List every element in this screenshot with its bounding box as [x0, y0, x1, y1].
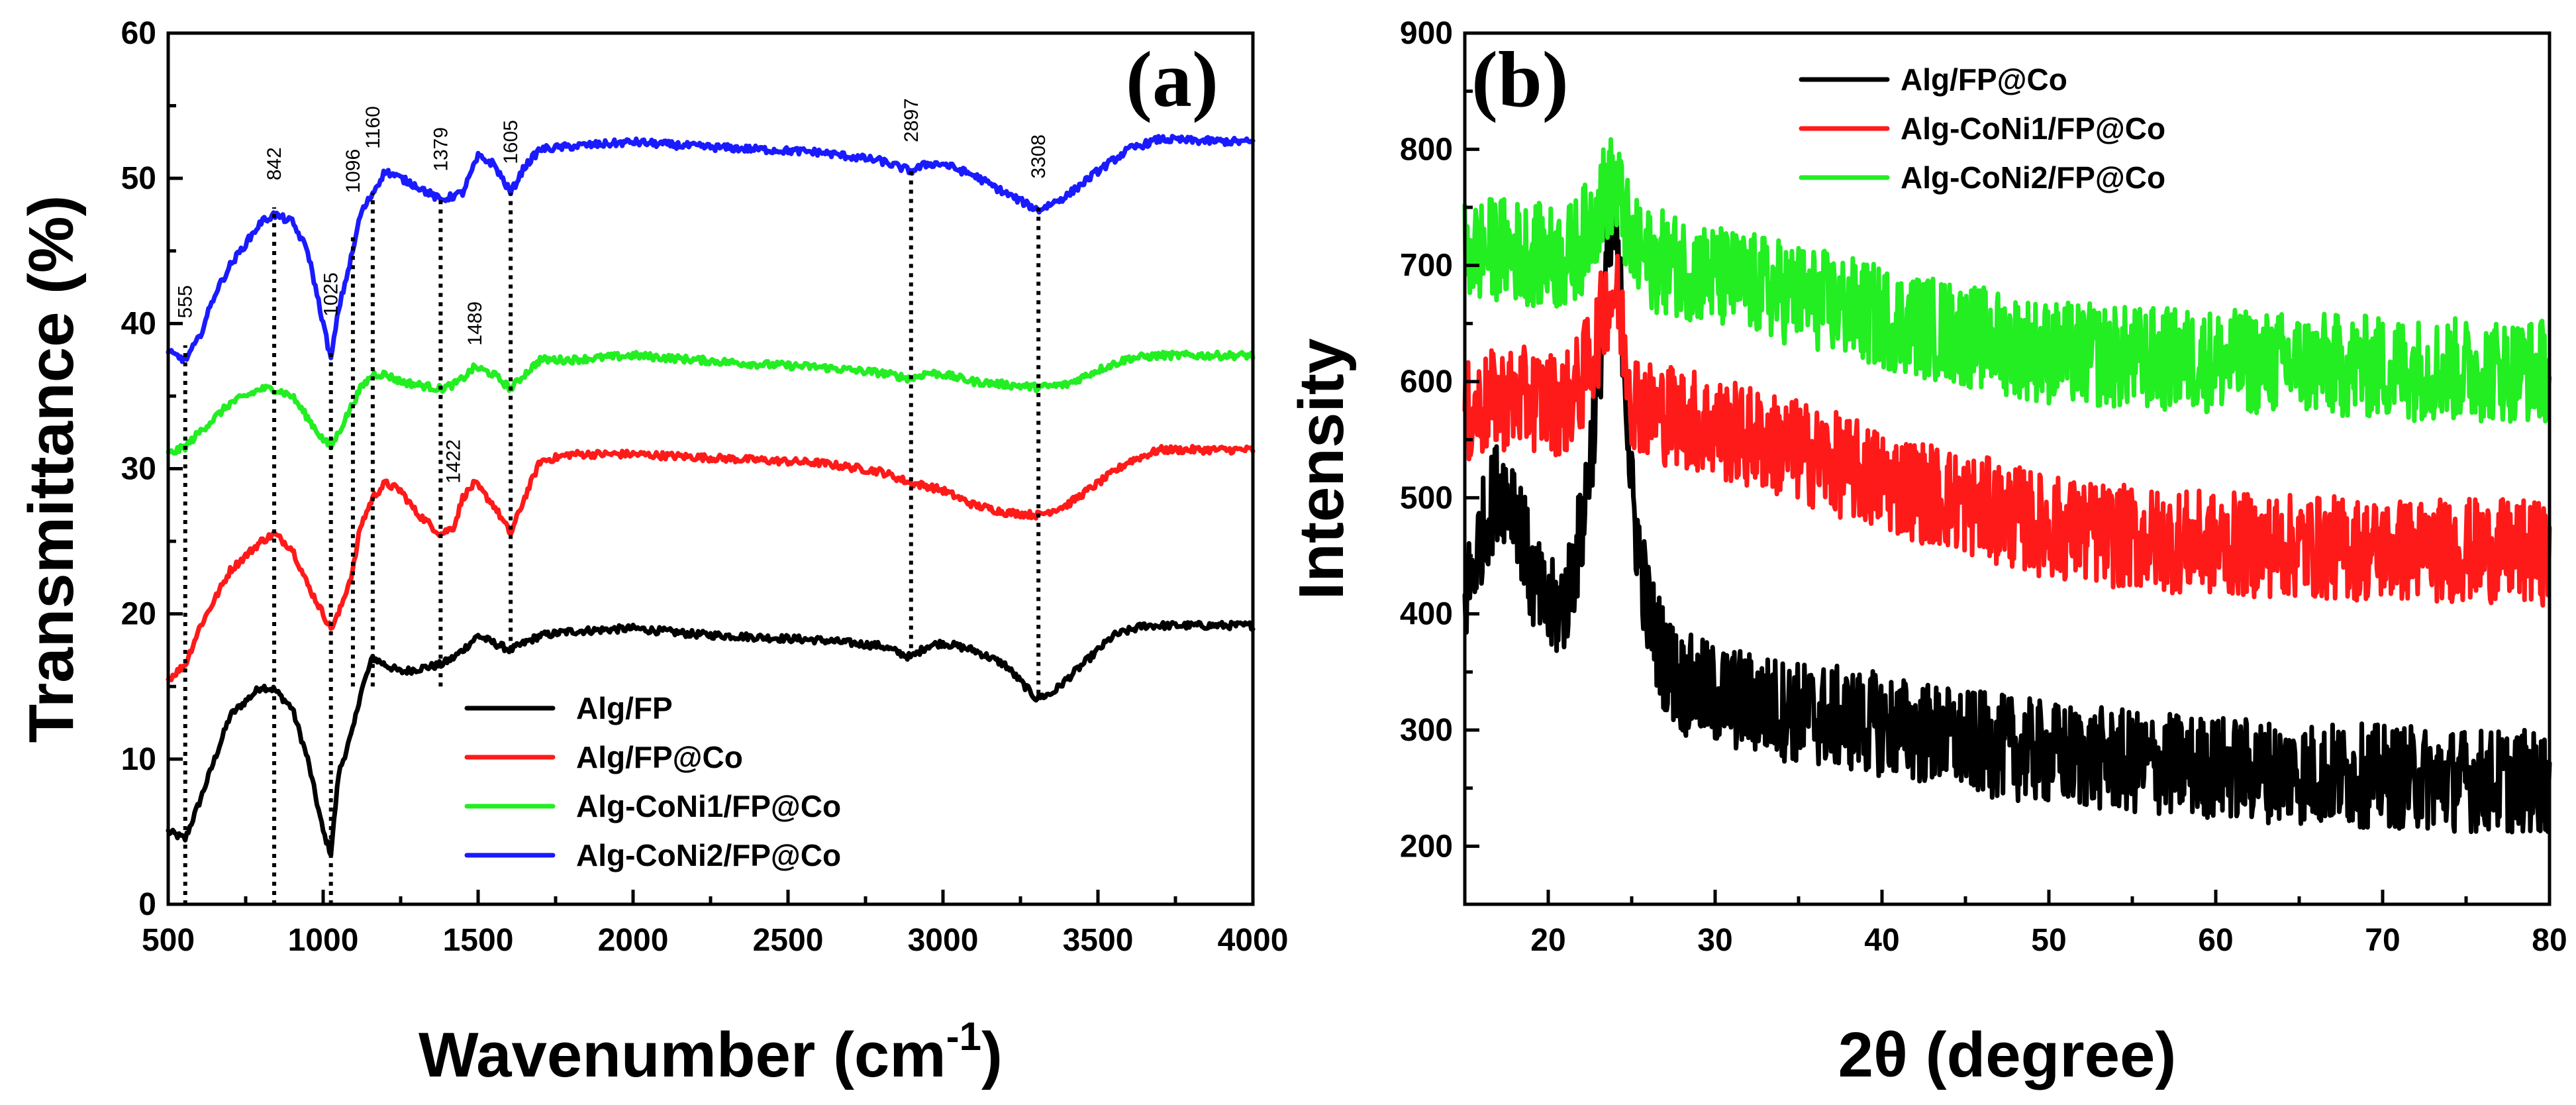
series-b-alg-coni2-fp-co [1462, 137, 2552, 424]
legend-label-alg-fp-co: Alg/FP@Co [576, 740, 743, 774]
legend-label-alg-coni1-fp-co: Alg-CoNi1/FP@Co [576, 789, 841, 823]
peak-label-1605: 1605 [500, 120, 522, 164]
y-tick-label-b-400: 400 [1400, 597, 1453, 632]
peak-label-1096: 1096 [342, 149, 364, 193]
series-b-alg-fp-co [1462, 199, 2552, 835]
peak-label-555: 555 [175, 285, 197, 318]
x-tick-label-b-60: 60 [2198, 923, 2233, 958]
panel-a-x-axis-title-superscript: -1 [946, 1014, 981, 1059]
panel-b-x-axis-title: 2θ (degree) [1838, 1020, 2177, 1090]
legend-label-b-alg-coni1-fp-co: Alg-CoNi1/FP@Co [1901, 111, 2165, 146]
panel-b-label: (b) [1471, 35, 1569, 123]
legend-label-alg-coni2-fp-co: Alg-CoNi2/FP@Co [576, 838, 841, 872]
y-tick-label-a-50: 50 [121, 161, 156, 196]
peak-label-1379: 1379 [430, 127, 452, 172]
x-tick-label-b-80: 80 [2532, 923, 2567, 958]
y-tick-label-a-30: 30 [121, 452, 156, 487]
y-tick-label-b-700: 700 [1400, 248, 1453, 284]
x-tick-label-b-30: 30 [1697, 923, 1732, 958]
x-tick-label-b-20: 20 [1530, 923, 1565, 958]
series-a-alg-fp-co [166, 444, 1256, 682]
y-tick-label-b-500: 500 [1400, 480, 1453, 515]
series-a-alg-coni2-fp-co [166, 134, 1256, 364]
panel-a-legend: Alg/FP Alg/FP@Co Alg-CoNi1/FP@Co Alg-CoN… [464, 691, 841, 872]
x-tick-label-a-1000: 1000 [288, 923, 359, 958]
series-b-alg-coni1-fp-co [1462, 253, 2552, 608]
peak-label-1489: 1489 [464, 301, 486, 346]
series-a-alg-coni1-fp-co [166, 349, 1256, 456]
peak-label-1160: 1160 [362, 106, 384, 149]
panel-b-axis-ticks: 20 30 40 50 60 70 80 200 300 400 500 600 700 800 900 [1400, 16, 2567, 958]
peak-label-2897: 2897 [901, 98, 922, 142]
x-tick-label-b-50: 50 [2031, 923, 2066, 958]
x-tick-label-b-40: 40 [1864, 923, 1899, 958]
peak-label-842: 842 [264, 147, 285, 180]
y-tick-label-b-900: 900 [1400, 16, 1453, 51]
y-tick-label-b-800: 800 [1400, 132, 1453, 167]
y-tick-label-a-0: 0 [138, 887, 156, 922]
panel-a-y-axis-title: Transmittance (%) [16, 195, 87, 743]
y-tick-label-a-20: 20 [121, 597, 156, 632]
panel-a-plot-frame [166, 31, 1255, 906]
legend-label-alg-fp: Alg/FP [576, 691, 673, 725]
y-tick-label-a-40: 40 [121, 306, 156, 341]
x-tick-label-a-4000: 4000 [1218, 923, 1289, 958]
peak-label-3308: 3308 [1028, 134, 1050, 179]
panel-a-series-layer [166, 134, 1256, 858]
x-tick-label-a-3500: 3500 [1063, 923, 1134, 958]
panel-b-series-layer [1462, 137, 2552, 835]
x-tick-label-b-70: 70 [2365, 923, 2400, 958]
y-tick-label-b-600: 600 [1400, 364, 1453, 399]
panel-b-legend: Alg/FP@Co Alg-CoNi1/FP@Co Alg-CoNi2/FP@C… [1799, 62, 2165, 195]
x-tick-label-a-3000: 3000 [908, 923, 979, 958]
panel-a-x-axis-title-close: ) [981, 1020, 1003, 1090]
y-tick-label-b-200: 200 [1400, 829, 1453, 864]
panel-a-label: (a) [1126, 35, 1218, 123]
legend-label-b-alg-coni2-fp-co: Alg-CoNi2/FP@Co [1901, 160, 2165, 195]
peak-label-1025: 1025 [321, 272, 342, 317]
y-tick-label-b-300: 300 [1400, 713, 1453, 748]
x-tick-label-a-2500: 2500 [753, 923, 824, 958]
x-tick-label-a-2000: 2000 [598, 923, 669, 958]
y-tick-label-a-60: 60 [121, 16, 156, 51]
panel-b-xrd-chart: 20 30 40 50 60 70 80 200 300 400 500 600 700 800 900 (… [1286, 16, 2567, 1090]
x-tick-label-a-500: 500 [142, 923, 195, 958]
series-a-alg-fp [166, 619, 1256, 858]
panel-b-y-axis-title: Intensity [1286, 339, 1357, 600]
panel-b-plot-frame [1463, 31, 2551, 906]
panel-a-x-axis-title-main: Wavenumber (cm [419, 1020, 946, 1090]
y-tick-label-a-10: 10 [121, 742, 156, 777]
panel-a-axis-ticks: 500 1000 1500 2000 2500 3000 3500 4000 0 10 20 30 40… [121, 16, 1289, 958]
legend-label-b-alg-fp-co: Alg/FP@Co [1901, 62, 2067, 97]
peak-label-1422: 1422 [443, 439, 465, 484]
x-tick-label-a-1500: 1500 [443, 923, 514, 958]
panel-a-x-axis-title: Wavenumber (cm-1) [419, 1014, 1003, 1090]
